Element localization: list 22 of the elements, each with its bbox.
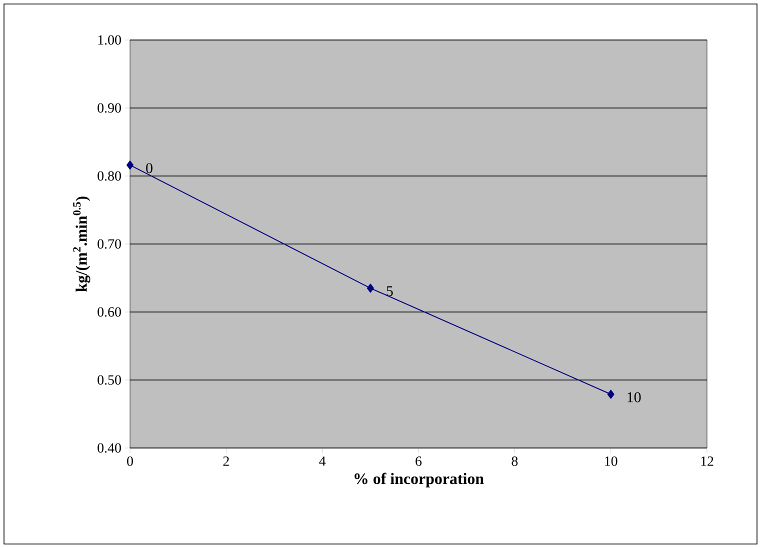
x-tick-label: 2 [223,456,229,466]
y-axis-title: kg/(m$^{2}$.min$^{0.5}$) [73,196,90,292]
y-tick-label: 0.90 [98,103,121,113]
x-tick-label: 4 [319,456,326,466]
annotation: 5 [386,286,393,296]
y-tick-label: 0.70 [98,239,121,249]
point [366,284,374,293]
x-tick-label: 6 [416,456,422,466]
point [607,390,614,399]
x-axis-title: % of incorporation [354,472,484,488]
annotation: 0 [146,163,152,174]
y-tick-label: 0.60 [98,307,121,317]
y-tick-label: 0.40 [98,443,121,453]
point [126,160,134,170]
y-tick-label: 1.00 [98,35,121,45]
y-tick-label: 0.50 [98,375,121,385]
annotation: 10 [628,392,641,402]
x-tick-label: 10 [605,456,618,466]
x-tick-label: 0 [127,456,133,466]
x-tick-label: 12 [701,456,714,466]
y-tick-label: 0.80 [98,171,121,181]
x-tick-label: 8 [512,456,518,466]
